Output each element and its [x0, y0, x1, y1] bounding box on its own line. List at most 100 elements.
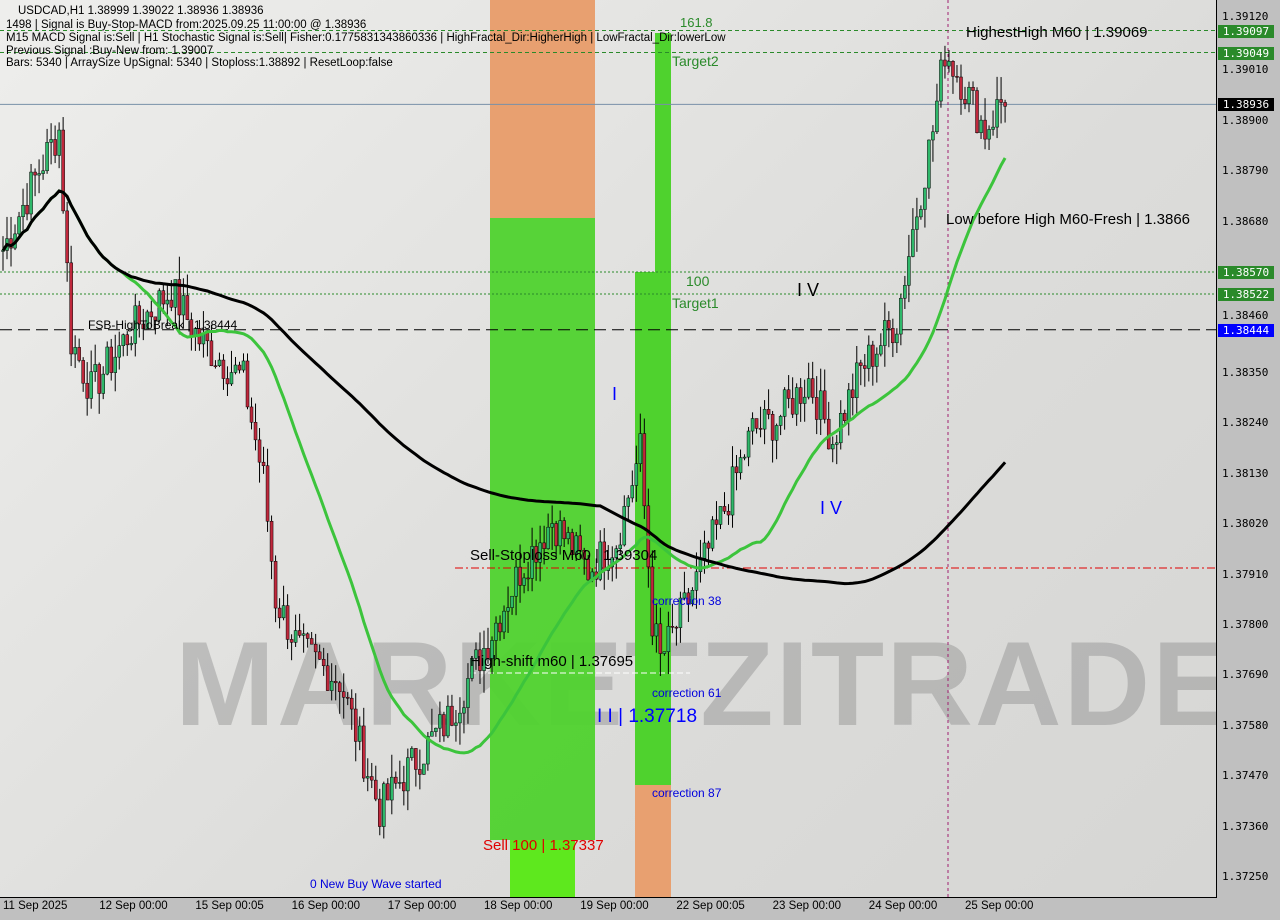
candle-body: [450, 705, 454, 726]
price-level-tag: 1.39049: [1218, 46, 1274, 60]
candle-body: [754, 418, 759, 429]
price-tick-label: 1.38130: [1222, 466, 1269, 480]
candle-body: [418, 769, 422, 775]
candle-body: [353, 708, 358, 742]
candle-body: [97, 364, 101, 394]
candle-body: [173, 279, 178, 308]
candle-body: [233, 364, 238, 373]
candle-body: [790, 398, 795, 415]
candle-body: [814, 397, 819, 420]
candle-body: [366, 776, 370, 779]
candle-body: [622, 506, 627, 546]
candle-body: [374, 779, 378, 800]
candle-body: [317, 651, 322, 660]
candle-body: [666, 626, 671, 652]
candle-body: [895, 333, 899, 344]
candle-body: [261, 461, 266, 466]
candle-body: [558, 520, 562, 547]
candle-body: [41, 170, 45, 174]
candle-body: [911, 229, 915, 257]
candle-body: [241, 360, 246, 371]
candle-body: [975, 90, 979, 134]
candle-body: [963, 99, 967, 104]
candle-body: [959, 76, 963, 100]
candle-body: [81, 360, 85, 384]
price-tick-label: 1.37580: [1222, 718, 1269, 732]
candle-body: [642, 433, 647, 507]
candle-body: [887, 320, 891, 329]
candle-body: [149, 311, 154, 318]
target-zone-green: [490, 218, 595, 840]
candle-body: [598, 541, 602, 580]
candle-body: [562, 520, 566, 540]
candle-body: [153, 316, 158, 321]
candle-body: [117, 345, 121, 358]
candle-body: [802, 396, 807, 404]
chart-plot-area[interactable]: MARKETZITRADE USDCAD,H1 1.38999 1.39022 …: [0, 0, 1217, 898]
candle-body: [883, 320, 887, 346]
candle-body: [309, 638, 314, 645]
candle-body: [578, 535, 582, 551]
candle-body: [542, 542, 546, 549]
candle-body: [245, 360, 250, 408]
candle-body: [414, 748, 418, 770]
candle-body: [237, 364, 242, 371]
candle-body: [758, 428, 763, 430]
candle-body: [502, 610, 506, 633]
candle-body: [490, 640, 494, 659]
candle-body: [29, 171, 33, 215]
candle-body: [165, 299, 170, 305]
candle-body: [305, 633, 310, 639]
candle-body: [161, 290, 166, 305]
time-tick-label: 23 Sep 00:00: [772, 900, 842, 912]
candle-body: [301, 633, 306, 636]
candle-body: [297, 630, 302, 636]
price-tick-label: 1.37360: [1222, 819, 1269, 833]
candle-body: [955, 76, 959, 78]
candle-body: [786, 389, 791, 399]
candle-body: [141, 323, 146, 330]
candle-body: [879, 345, 883, 355]
time-tick-label: 16 Sep 00:00: [291, 900, 361, 912]
candle-body: [434, 727, 438, 732]
moving-average-30: [1, 157, 1007, 755]
candle-body: [253, 422, 258, 441]
price-tick-label: 1.37910: [1222, 567, 1269, 581]
candle-body: [446, 705, 450, 737]
candle-body: [762, 409, 767, 430]
target-zone-orange: [490, 0, 595, 218]
target2-bar: [655, 33, 671, 273]
candle-body: [474, 649, 478, 659]
candle-body: [105, 346, 109, 375]
moving-average-150: [1, 189, 1007, 586]
sell-stoploss-label: Sell-Stoploss M60 | 1.39304: [470, 547, 658, 564]
candle-body: [851, 389, 855, 398]
fib-161-label: 161.8: [680, 15, 713, 30]
candle-body: [77, 347, 81, 361]
sell100-label: Sell 100 | 1.37337: [483, 837, 604, 854]
correction-61-label: correction 61: [652, 686, 722, 700]
candle-body: [979, 119, 983, 134]
candle-body: [522, 577, 526, 586]
candle-body: [935, 100, 939, 133]
price-tick-label: 1.38900: [1222, 113, 1269, 127]
bars-info: Bars: 5340 | ArraySize UpSignal: 5340 | …: [6, 57, 393, 69]
candle-body: [550, 523, 554, 528]
candle-body: [337, 682, 342, 692]
candle-body: [25, 204, 29, 215]
candle-body: [734, 466, 739, 474]
candle-body: [947, 61, 951, 67]
wave4-label: I V: [797, 280, 820, 300]
candle-body: [93, 364, 97, 372]
candle-body: [847, 389, 851, 422]
candle-body: [205, 332, 210, 342]
candle-body: [570, 532, 574, 555]
candle-body: [333, 680, 338, 684]
target1-label: Target1: [672, 295, 719, 311]
candle-body: [782, 389, 787, 417]
candle-body: [410, 748, 414, 758]
candle-body: [730, 466, 735, 516]
candle-body: [738, 457, 743, 474]
candle-body: [714, 519, 719, 525]
candle-body: [534, 546, 538, 563]
